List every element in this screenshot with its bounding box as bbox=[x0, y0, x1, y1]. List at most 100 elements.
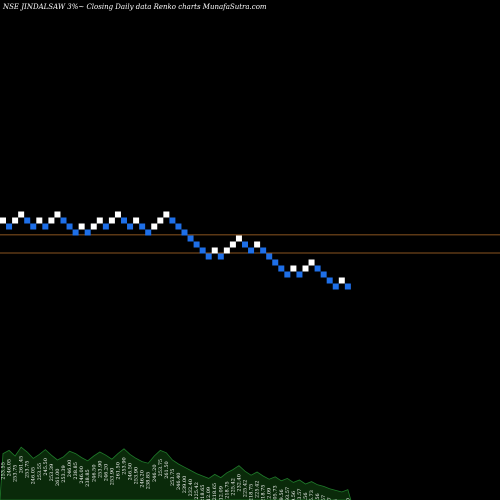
price-label: 199.56 bbox=[303, 493, 309, 500]
brick-down bbox=[6, 223, 13, 230]
price-label: 193.57 bbox=[297, 489, 303, 500]
brick-down bbox=[326, 277, 333, 284]
brick-down bbox=[24, 217, 31, 224]
brick-down bbox=[284, 271, 291, 278]
brick-up bbox=[48, 217, 55, 224]
price-label: 246.50 bbox=[91, 465, 97, 483]
brick-down bbox=[72, 229, 79, 236]
price-label: 239.00 bbox=[182, 476, 188, 494]
price-label: 199.56 bbox=[291, 491, 297, 500]
brick-up bbox=[108, 217, 115, 224]
price-label: 238.85 bbox=[73, 462, 79, 480]
brick-up bbox=[0, 217, 6, 224]
price-label: 246.20 bbox=[140, 470, 146, 488]
brick-down bbox=[248, 247, 255, 254]
brick-down bbox=[272, 259, 279, 266]
price-label: 253.39 bbox=[49, 464, 55, 482]
price-label: 246.00 bbox=[79, 466, 85, 484]
brick-up bbox=[229, 241, 236, 248]
price-label: 246.40 bbox=[176, 473, 182, 491]
price-label: 253.90 bbox=[122, 457, 128, 475]
brick-up bbox=[96, 217, 103, 224]
price-label: 261.45 bbox=[19, 456, 25, 474]
price-label: 261.50 bbox=[115, 462, 121, 480]
brick-up bbox=[223, 247, 230, 254]
price-label: 187.77 bbox=[327, 497, 333, 500]
price-label: 205.73 bbox=[273, 485, 279, 500]
brick-down bbox=[217, 253, 224, 260]
price-label: 246.20 bbox=[152, 465, 158, 483]
price-label: 225.42 bbox=[243, 480, 249, 498]
brick-up bbox=[302, 265, 309, 272]
brick-down bbox=[314, 265, 321, 272]
brick-down bbox=[169, 217, 176, 224]
price-label: 253.75 bbox=[25, 461, 31, 479]
price-label: 182.14 bbox=[333, 499, 339, 500]
price-label: 253.39 bbox=[61, 465, 67, 483]
price-label: 212.09 bbox=[218, 486, 224, 500]
volume-area bbox=[0, 446, 352, 500]
price-label: 232.40 bbox=[188, 479, 194, 497]
price-label: 253.55 bbox=[1, 462, 7, 480]
brick-down bbox=[266, 253, 273, 260]
brick-up bbox=[338, 277, 345, 284]
price-label: 225.42 bbox=[255, 481, 261, 499]
brick-down bbox=[199, 247, 206, 254]
price-label: 218.75 bbox=[261, 485, 267, 500]
brick-up bbox=[157, 217, 164, 224]
price-label: 181.40 bbox=[345, 498, 351, 500]
brick-up bbox=[133, 217, 140, 224]
brick-down bbox=[66, 223, 73, 230]
brick-up bbox=[235, 235, 242, 242]
volume-path bbox=[0, 446, 352, 500]
brick-down bbox=[175, 223, 182, 230]
brick-up bbox=[18, 211, 25, 218]
price-label: 212.09 bbox=[267, 488, 273, 500]
brick-up bbox=[308, 259, 315, 266]
brick-down bbox=[332, 283, 339, 290]
price-label: 199.56 bbox=[279, 489, 285, 500]
brick-down bbox=[260, 247, 267, 254]
brick-down bbox=[121, 217, 127, 224]
price-label: 218.75 bbox=[224, 481, 230, 499]
renko-bricks bbox=[0, 211, 351, 290]
price-label: 246.05 bbox=[31, 467, 37, 485]
price-label: 253.55 bbox=[37, 463, 43, 481]
brick-down bbox=[320, 271, 327, 278]
brick-up bbox=[290, 265, 297, 272]
brick-down bbox=[102, 223, 109, 230]
brick-up bbox=[12, 217, 19, 224]
brick-down bbox=[242, 241, 248, 248]
price-label: 218.75 bbox=[249, 484, 255, 500]
price-label: 246.20 bbox=[103, 464, 109, 482]
brick-down bbox=[60, 217, 67, 224]
brick-down bbox=[84, 229, 91, 236]
price-label: 261.50 bbox=[164, 461, 170, 479]
price-label: 238.85 bbox=[146, 472, 152, 490]
brick-down bbox=[278, 265, 285, 272]
brick-up bbox=[151, 223, 158, 230]
price-label: 225.42 bbox=[230, 478, 236, 496]
price-label: 225.42 bbox=[194, 482, 200, 500]
price-label: 246.00 bbox=[67, 460, 73, 478]
brick-down bbox=[205, 253, 212, 260]
price-label: 261.00 bbox=[55, 469, 61, 487]
brick-up bbox=[114, 211, 121, 218]
brick-up bbox=[163, 211, 170, 218]
brick-down bbox=[296, 271, 303, 278]
brick-down bbox=[139, 223, 146, 230]
price-label: 205.73 bbox=[309, 490, 315, 500]
price-label: 199.56 bbox=[315, 493, 321, 500]
price-label: 238.85 bbox=[85, 469, 91, 487]
price-label: 246.50 bbox=[128, 463, 134, 481]
chart-title: NSE JINDALSAW 3%~ Closing Daily data Ren… bbox=[2, 3, 267, 11]
price-label: 212.09 bbox=[206, 487, 212, 500]
brick-down bbox=[344, 283, 351, 290]
price-label: 253.90 bbox=[134, 467, 140, 485]
price-label: 253.75 bbox=[158, 459, 164, 477]
price-label: 246.05 bbox=[7, 459, 13, 477]
price-label: 193.57 bbox=[321, 495, 327, 500]
brick-up bbox=[90, 223, 97, 230]
brick-down bbox=[193, 241, 200, 248]
